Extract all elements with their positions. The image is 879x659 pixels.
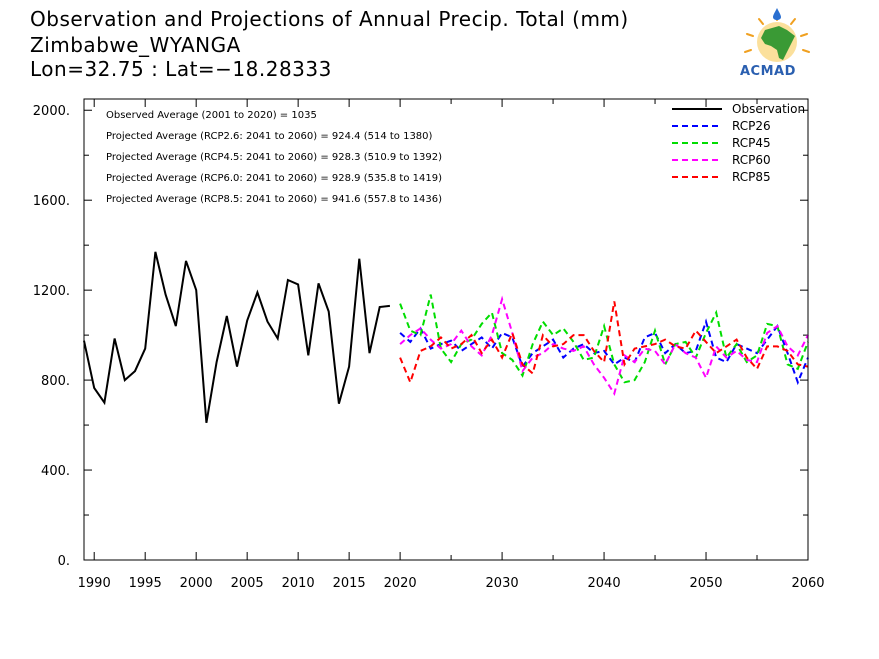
stat-line: Projected Average (RCP8.5: 2041 to 2060)… (106, 194, 442, 205)
y-tick-label: 400. (41, 464, 70, 479)
location-label: Zimbabwe_WYANGA (30, 33, 241, 57)
x-tick-label: 2030 (486, 576, 519, 591)
coordinates-label: Lon=32.75 : Lat=−18.28333 (30, 57, 332, 81)
x-tick-label: 2020 (384, 576, 417, 591)
x-tick-label: 2005 (231, 576, 264, 591)
x-tick-label: 1995 (129, 576, 162, 591)
y-tick-label: 2000. (33, 104, 70, 119)
x-tick-label: 2015 (333, 576, 366, 591)
series-line-rcp45 (399, 294, 809, 384)
acmad-logo-text: ACMAD (740, 64, 796, 79)
stat-line: Projected Average (RCP4.5: 2041 to 2060)… (106, 152, 442, 163)
legend-label: RCP45 (732, 136, 771, 150)
series-lines (83, 251, 809, 423)
y-tick-label: 800. (41, 374, 70, 389)
plot-frame (83, 98, 809, 561)
legend-label: RCP85 (732, 170, 771, 184)
series-line-rcp60 (399, 295, 809, 397)
y-tick-label: 0. (58, 554, 70, 569)
x-tick-label: 2010 (282, 576, 315, 591)
legend-label: Observation (732, 102, 805, 116)
series-line-observation (83, 251, 391, 423)
x-tick-label: 2000 (180, 576, 213, 591)
legend: Observation RCP26 RCP45 RCP60 RCP85 (672, 102, 805, 184)
africa-map-logo-icon (744, 8, 810, 62)
legend-label: RCP60 (732, 153, 771, 167)
legend-label: RCP26 (732, 119, 771, 133)
stats-block: Observed Average (2001 to 2020) = 1035 Pr… (106, 110, 442, 205)
x-tick-label: 2050 (689, 576, 722, 591)
axis-ticks (84, 99, 809, 561)
stat-line: Projected Average (RCP6.0: 2041 to 2060)… (106, 173, 442, 184)
y-tick-label: 1200. (33, 284, 70, 299)
y-tick-labels: 0. 400. 800. 1200. 1600. 2000. (33, 104, 70, 569)
x-tick-label: 2040 (588, 576, 621, 591)
x-tick-labels: 1990 1995 2000 2005 2010 2015 2020 2030 2040 2050… (78, 576, 825, 591)
chart-title: Observation and Projections of Annual Pr… (30, 7, 629, 31)
y-tick-label: 1600. (33, 194, 70, 209)
series-line-rcp85 (399, 301, 809, 386)
stat-line: Observed Average (2001 to 2020) = 1035 (106, 110, 317, 121)
x-tick-label: 1990 (78, 576, 111, 591)
stat-line: Projected Average (RCP2.6: 2041 to 2060)… (106, 131, 433, 142)
x-tick-label: 2060 (791, 576, 824, 591)
